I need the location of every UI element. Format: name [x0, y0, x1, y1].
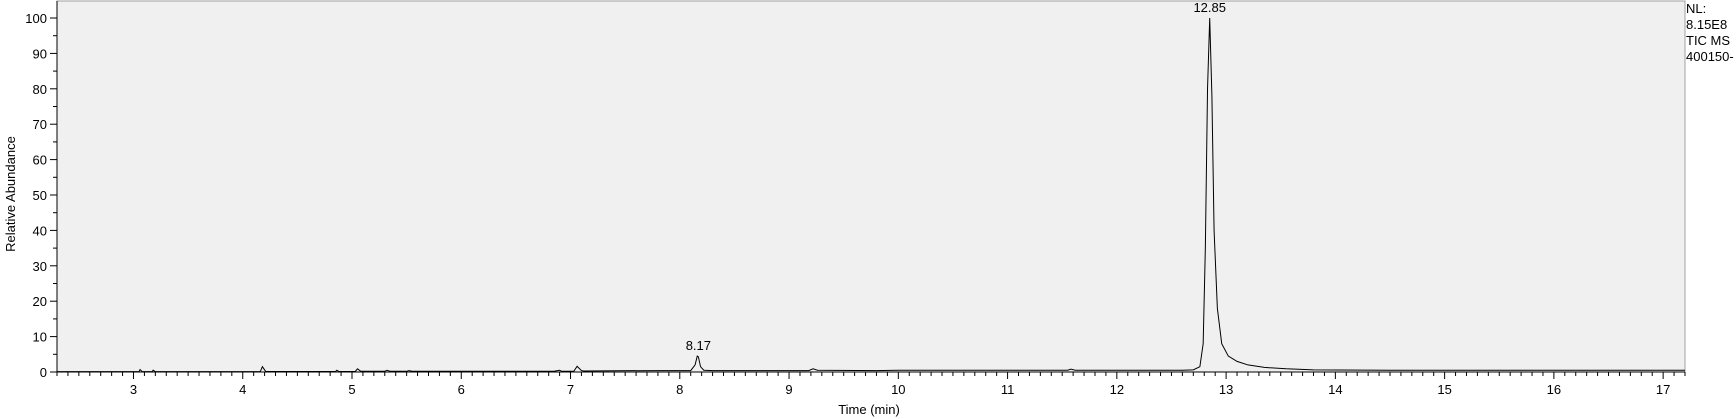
x-tick-label: 15 [1437, 382, 1451, 397]
x-tick-label: 6 [458, 382, 465, 397]
y-tick-labels: 0 10 20 30 40 50 60 70 80 90 100 [25, 11, 47, 380]
y-tick-label: 30 [33, 259, 47, 274]
x-tick-label: 17 [1656, 382, 1670, 397]
peak-labels: 8.17 12.85 [686, 0, 1226, 353]
info-nl-label: NL: [1686, 1, 1707, 16]
plot-area [56, 0, 1686, 373]
y-tick-label: 40 [33, 223, 47, 238]
x-tick-label: 16 [1547, 382, 1561, 397]
x-tick-label: 12 [1110, 382, 1124, 397]
peak-label: 8.17 [686, 338, 711, 353]
y-tick-label: 60 [33, 153, 47, 168]
x-tick-label: 13 [1219, 382, 1233, 397]
info-nl-value: 8.15E8 [1686, 17, 1728, 32]
x-tick-label: 3 [130, 382, 137, 397]
info-file-name: 400150- [1686, 49, 1734, 64]
x-tick-labels: 3 4 5 6 7 8 9 10 11 12 13 14 15 16 17 [130, 382, 1671, 397]
x-tick-label: 14 [1328, 382, 1342, 397]
x-tick-label: 10 [891, 382, 905, 397]
y-tick-label: 100 [25, 11, 47, 26]
y-tick-label: 70 [33, 117, 47, 132]
y-tick-label: 50 [33, 188, 47, 203]
x-tick-label: 4 [239, 382, 246, 397]
x-tick-label: 9 [785, 382, 792, 397]
y-tick-label: 90 [33, 46, 47, 61]
axis-ticks [50, 17, 1686, 379]
y-axis-title: Relative Abundance [3, 136, 18, 252]
y-tick-label: 80 [33, 82, 47, 97]
x-tick-label: 7 [567, 382, 574, 397]
info-panel: NL: 8.15E8 TIC MS 400150- [1686, 1, 1734, 65]
x-tick-label: 5 [348, 382, 355, 397]
x-tick-label: 8 [676, 382, 683, 397]
x-tick-label: 11 [1001, 382, 1015, 397]
tic-trace [57, 17, 1685, 373]
x-axis-title: Time (min) [838, 402, 900, 417]
peak-label: 12.85 [1193, 0, 1226, 15]
y-tick-label: 0 [40, 365, 47, 380]
info-scan-filter: TIC MS [1686, 33, 1731, 48]
y-tick-label: 20 [33, 294, 47, 309]
y-tick-label: 10 [33, 330, 47, 345]
